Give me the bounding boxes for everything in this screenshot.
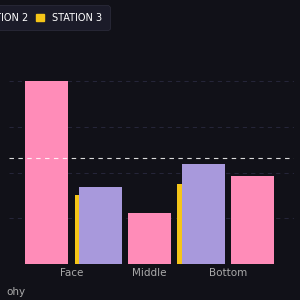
- Legend: STATION 2, STATION 3: STATION 2, STATION 3: [0, 8, 107, 28]
- Bar: [79, 187, 122, 264]
- Bar: [128, 213, 171, 264]
- Bar: [231, 176, 274, 264]
- Bar: [26, 81, 68, 264]
- Bar: [177, 184, 220, 264]
- Bar: [75, 195, 118, 264]
- Text: ohy: ohy: [6, 287, 25, 297]
- Bar: [182, 164, 224, 264]
